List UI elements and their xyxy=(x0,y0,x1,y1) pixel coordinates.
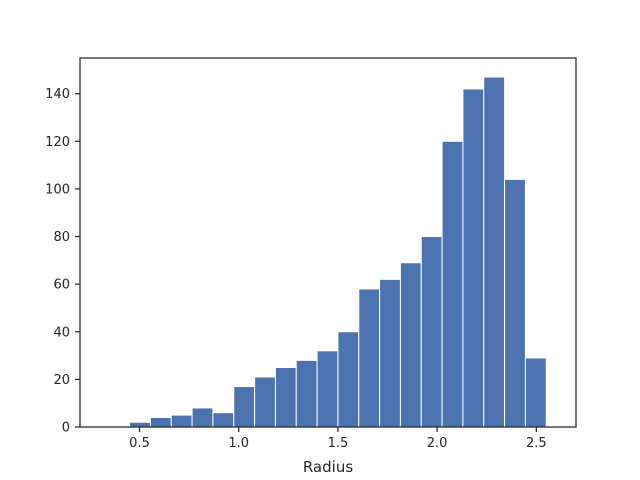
y-tick-label: 0 xyxy=(62,421,70,436)
histogram-bar xyxy=(462,88,485,428)
histogram-bar xyxy=(254,376,276,428)
y-tick-label: 120 xyxy=(45,135,70,150)
x-axis-label: Radius xyxy=(303,458,353,476)
x-tick-label: 1.5 xyxy=(328,436,349,451)
x-tick-label: 2.5 xyxy=(526,436,547,451)
x-tick-label: 1.0 xyxy=(228,436,249,451)
x-tick-label: 2.0 xyxy=(427,436,448,451)
histogram-bars xyxy=(129,76,547,428)
histogram-bar xyxy=(420,236,443,428)
y-tick-label: 80 xyxy=(53,230,70,245)
histogram-bar xyxy=(504,178,526,428)
histogram-bar xyxy=(274,366,297,428)
histogram-bar xyxy=(441,140,464,428)
y-tick-label: 140 xyxy=(45,87,70,102)
histogram-bar xyxy=(316,350,339,428)
histogram-bar xyxy=(399,262,422,428)
histogram-bar xyxy=(358,288,381,428)
y-tick-label: 100 xyxy=(45,182,70,197)
histogram-bar xyxy=(295,359,318,428)
y-axis-ticks: 0 20 40 60 80 100 120 140 xyxy=(45,87,80,436)
histogram-bar xyxy=(233,386,256,428)
histogram-bar xyxy=(483,76,506,428)
y-tick-label: 20 xyxy=(53,373,70,388)
histogram-bar xyxy=(191,407,214,428)
histogram-bar xyxy=(149,416,172,428)
axes-frame xyxy=(79,57,577,428)
histogram-bar xyxy=(212,412,235,428)
x-tick-label: 0.5 xyxy=(129,436,150,451)
histogram-bar xyxy=(524,357,547,428)
histogram-bar xyxy=(379,278,401,428)
histogram-bar xyxy=(337,331,360,428)
histogram-bar xyxy=(170,414,193,428)
histogram-bar xyxy=(129,421,151,428)
y-tick-label: 40 xyxy=(53,325,70,340)
x-axis-ticks: 0.5 1.0 1.5 2.0 2.5 xyxy=(129,427,547,451)
y-tick-label: 60 xyxy=(53,278,70,293)
